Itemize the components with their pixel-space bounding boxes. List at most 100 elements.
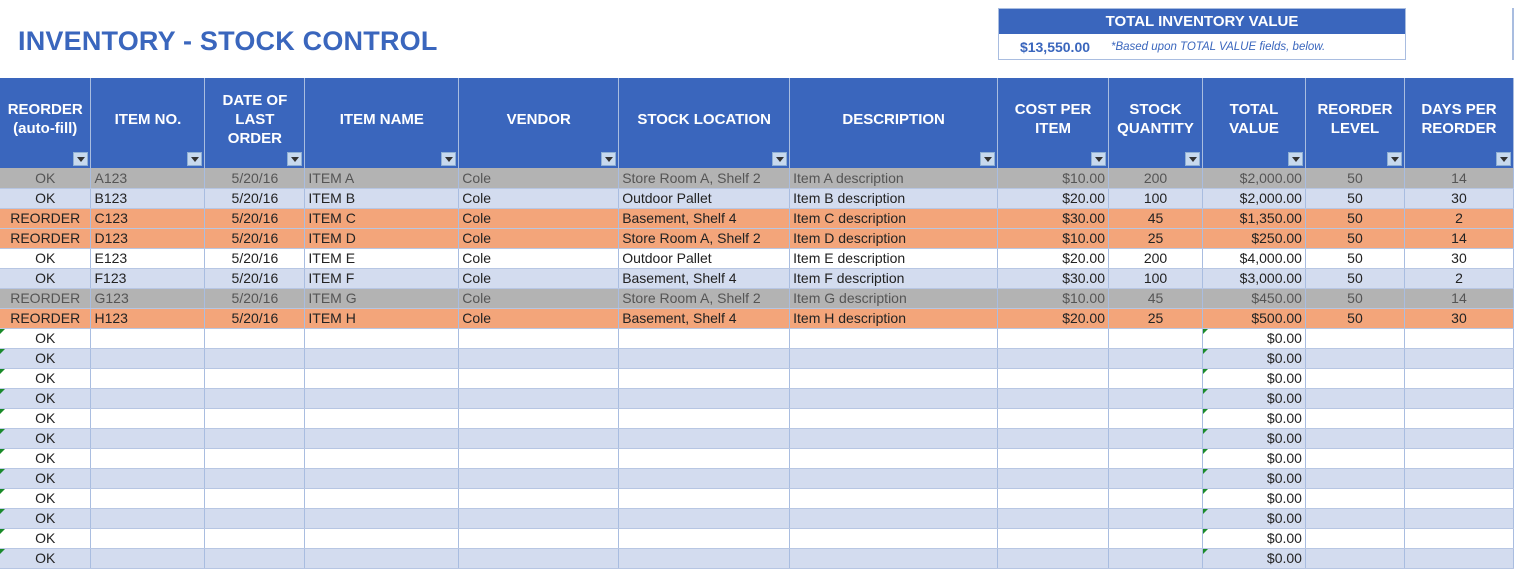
- table-cell[interactable]: [1305, 448, 1405, 469]
- table-cell[interactable]: $10.00: [997, 168, 1110, 189]
- table-cell[interactable]: [1305, 508, 1405, 529]
- table-cell[interactable]: [204, 488, 306, 509]
- table-cell[interactable]: [90, 368, 206, 389]
- table-cell[interactable]: 50: [1305, 208, 1405, 229]
- table-cell[interactable]: 50: [1305, 248, 1405, 269]
- table-cell[interactable]: [618, 508, 791, 529]
- table-cell[interactable]: $0.00: [1202, 348, 1306, 369]
- table-cell[interactable]: Cole: [458, 228, 620, 249]
- table-cell[interactable]: 5/20/16: [204, 188, 306, 209]
- table-cell[interactable]: [458, 548, 620, 569]
- table-cell[interactable]: [204, 548, 306, 569]
- table-cell[interactable]: 25: [1108, 228, 1203, 249]
- table-cell[interactable]: Item B description: [789, 188, 999, 209]
- table-cell[interactable]: ITEM E: [304, 248, 460, 269]
- table-cell[interactable]: 2: [1404, 208, 1514, 229]
- table-cell[interactable]: [1108, 408, 1203, 429]
- table-cell[interactable]: [997, 488, 1110, 509]
- table-cell[interactable]: [1108, 368, 1203, 389]
- table-cell[interactable]: D123: [90, 228, 206, 249]
- table-cell[interactable]: [997, 388, 1110, 409]
- table-cell[interactable]: ITEM F: [304, 268, 460, 289]
- table-cell[interactable]: [90, 328, 206, 349]
- table-cell[interactable]: Item E description: [789, 248, 999, 269]
- table-cell[interactable]: $0.00: [1202, 448, 1306, 469]
- table-cell[interactable]: REORDER: [0, 308, 92, 329]
- table-cell[interactable]: OK: [0, 408, 92, 429]
- table-cell[interactable]: 14: [1404, 228, 1514, 249]
- table-cell[interactable]: 200: [1108, 168, 1203, 189]
- table-cell[interactable]: REORDER: [0, 288, 92, 309]
- table-cell[interactable]: [997, 428, 1110, 449]
- table-cell[interactable]: [1404, 468, 1514, 489]
- table-cell[interactable]: $450.00: [1202, 288, 1306, 309]
- table-cell[interactable]: Item C description: [789, 208, 999, 229]
- table-cell[interactable]: [458, 528, 620, 549]
- table-cell[interactable]: [1108, 428, 1203, 449]
- table-cell[interactable]: [304, 428, 460, 449]
- table-cell[interactable]: B123: [90, 188, 206, 209]
- filter-dropdown-button[interactable]: [772, 152, 788, 166]
- table-cell[interactable]: Outdoor Pallet: [618, 248, 791, 269]
- table-cell[interactable]: [618, 408, 791, 429]
- table-cell[interactable]: $20.00: [997, 188, 1110, 209]
- table-cell[interactable]: Item H description: [789, 308, 999, 329]
- table-cell[interactable]: $0.00: [1202, 428, 1306, 449]
- table-cell[interactable]: [90, 488, 206, 509]
- table-cell[interactable]: 50: [1305, 168, 1405, 189]
- table-cell[interactable]: [304, 408, 460, 429]
- table-cell[interactable]: [204, 328, 306, 349]
- table-cell[interactable]: OK: [0, 268, 92, 289]
- table-cell[interactable]: $1,350.00: [1202, 208, 1306, 229]
- table-cell[interactable]: 30: [1404, 308, 1514, 329]
- table-cell[interactable]: [1305, 548, 1405, 569]
- table-cell[interactable]: $250.00: [1202, 228, 1306, 249]
- table-cell[interactable]: [997, 508, 1110, 529]
- table-cell[interactable]: [997, 408, 1110, 429]
- table-cell[interactable]: [1108, 388, 1203, 409]
- table-cell[interactable]: 100: [1108, 268, 1203, 289]
- table-cell[interactable]: [204, 448, 306, 469]
- table-cell[interactable]: 200: [1108, 248, 1203, 269]
- table-cell[interactable]: [789, 548, 999, 569]
- table-cell[interactable]: Store Room A, Shelf 2: [618, 228, 791, 249]
- table-cell[interactable]: [1108, 548, 1203, 569]
- table-cell[interactable]: $0.00: [1202, 468, 1306, 489]
- table-cell[interactable]: ITEM B: [304, 188, 460, 209]
- filter-dropdown-button[interactable]: [980, 152, 996, 166]
- table-cell[interactable]: OK: [0, 448, 92, 469]
- table-cell[interactable]: ITEM C: [304, 208, 460, 229]
- table-cell[interactable]: 50: [1305, 268, 1405, 289]
- table-cell[interactable]: $2,000.00: [1202, 168, 1306, 189]
- table-cell[interactable]: [90, 508, 206, 529]
- table-cell[interactable]: Item F description: [789, 268, 999, 289]
- table-cell[interactable]: [1108, 348, 1203, 369]
- table-cell[interactable]: [618, 368, 791, 389]
- table-cell[interactable]: $2,000.00: [1202, 188, 1306, 209]
- table-cell[interactable]: [789, 488, 999, 509]
- table-cell[interactable]: [1305, 468, 1405, 489]
- table-cell[interactable]: [304, 328, 460, 349]
- table-cell[interactable]: [204, 348, 306, 369]
- table-cell[interactable]: Cole: [458, 188, 620, 209]
- table-cell[interactable]: [458, 488, 620, 509]
- table-cell[interactable]: [1404, 328, 1514, 349]
- table-cell[interactable]: OK: [0, 368, 92, 389]
- table-cell[interactable]: 50: [1305, 288, 1405, 309]
- table-cell[interactable]: Cole: [458, 208, 620, 229]
- table-cell[interactable]: ITEM G: [304, 288, 460, 309]
- table-cell[interactable]: [997, 468, 1110, 489]
- table-cell[interactable]: [789, 348, 999, 369]
- table-cell[interactable]: [90, 528, 206, 549]
- filter-dropdown-button[interactable]: [1091, 152, 1107, 166]
- table-cell[interactable]: OK: [0, 328, 92, 349]
- table-cell[interactable]: 45: [1108, 208, 1203, 229]
- table-cell[interactable]: Basement, Shelf 4: [618, 308, 791, 329]
- table-cell[interactable]: $20.00: [997, 248, 1110, 269]
- table-cell[interactable]: [1108, 328, 1203, 349]
- table-cell[interactable]: OK: [0, 168, 92, 189]
- table-cell[interactable]: [1305, 328, 1405, 349]
- table-cell[interactable]: REORDER: [0, 208, 92, 229]
- table-cell[interactable]: [789, 328, 999, 349]
- table-cell[interactable]: $10.00: [997, 228, 1110, 249]
